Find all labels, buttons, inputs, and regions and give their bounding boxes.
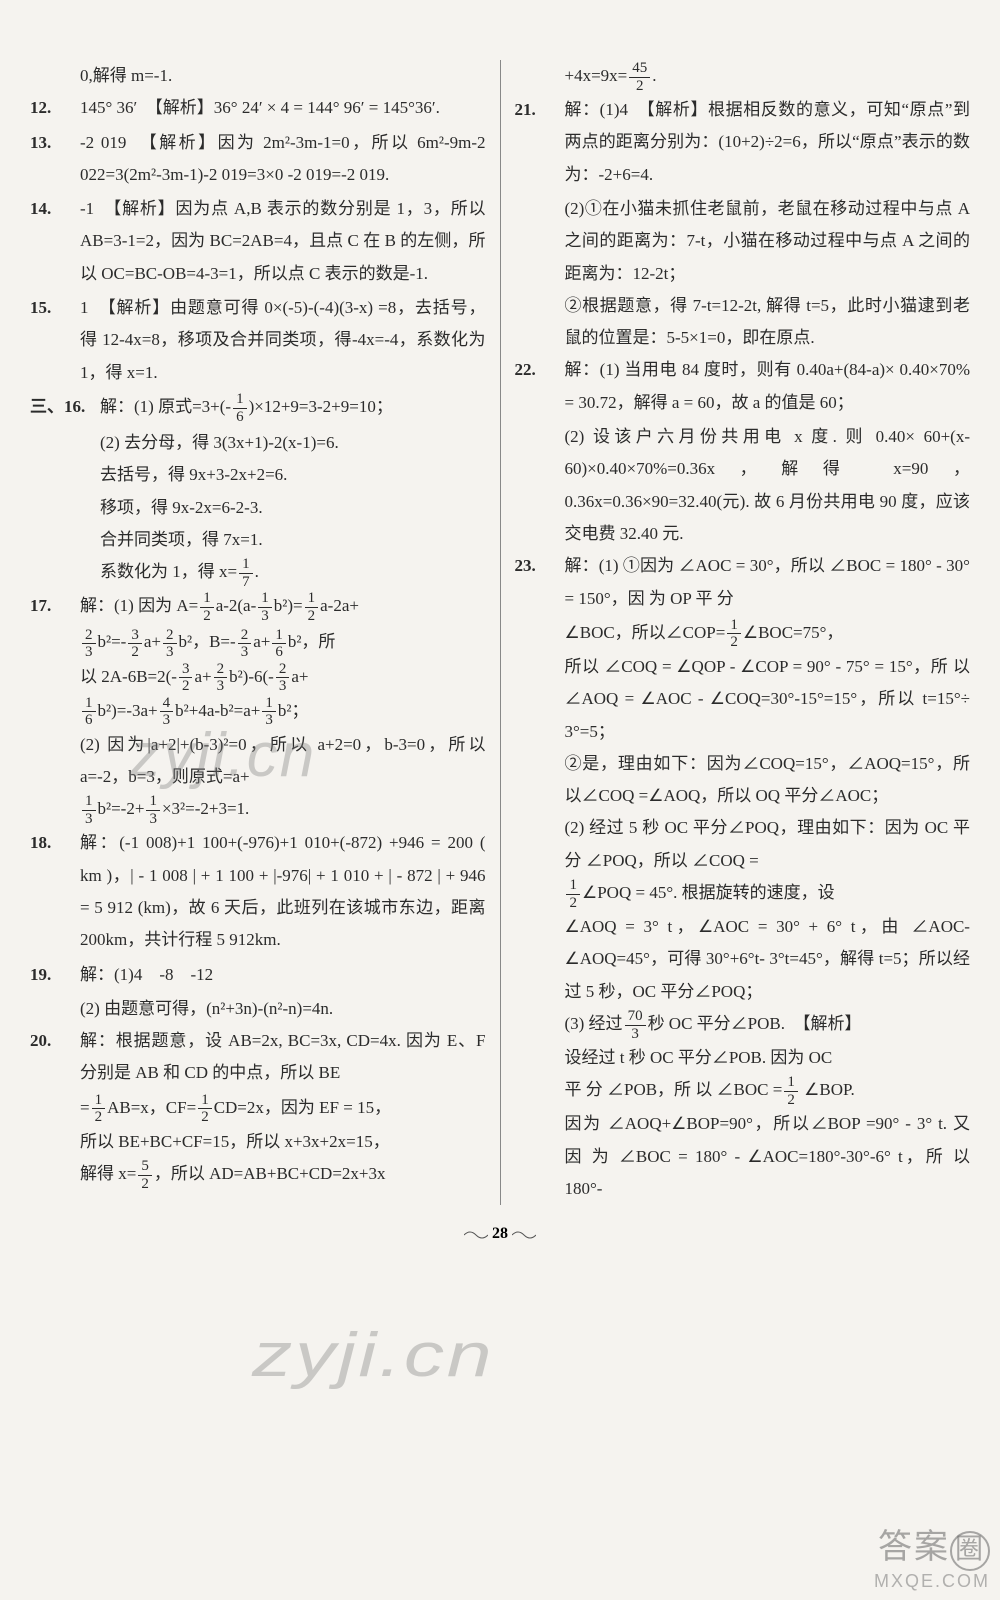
- sub-line: 因为 ∠AOQ+∠BOP=90°，所以∠BOP =90° - 3° t. 又 因…: [514, 1108, 970, 1205]
- item-text: 解：(1)4 【解析】根据相反数的意义，可知“原点”到两点的距离分别为：(10+…: [564, 94, 970, 191]
- item-21: 21. 解：(1)4 【解析】根据相反数的意义，可知“原点”到两点的距离分别为：…: [514, 94, 970, 191]
- text: 系数化为 1，得 x=: [100, 562, 237, 581]
- sub-line: 13b²=-2+13×3²=-2+3=1.: [30, 793, 486, 827]
- item-number: 22.: [514, 354, 564, 419]
- sub-line: =12AB=x，CF=12CD=2x，因为 EF = 15，: [30, 1092, 486, 1126]
- sub-line: (2) 由题意可得，(n²+3n)-(n²-n)=4n.: [30, 993, 486, 1025]
- sub-line: ∠BOC，所以∠COP=12∠BOC=75°，: [514, 617, 970, 651]
- text: )×12+9=3-2+9=10；: [249, 397, 393, 416]
- sub-line: 去括号，得 9x+3-2x+2=6.: [30, 459, 486, 491]
- item-number: 21.: [514, 94, 564, 191]
- item-text: 解：(1) 因为 A=12a-2(a-13b²)=12a-2a+: [80, 590, 486, 624]
- item-23: 23. 解：(1) ①因为 ∠AOC = 30°，所以 ∠BOC = 180° …: [514, 550, 970, 615]
- item-text: 145° 36′ 【解析】36° 24′ × 4 = 144° 96′ = 14…: [80, 92, 486, 124]
- item-15: 15. 1 【解析】由题意可得 0×(-5)-(-4)(3-x) =8，去括号，…: [30, 292, 486, 389]
- right-column: +4x=9x=452. 21. 解：(1)4 【解析】根据相反数的意义，可知“原…: [504, 60, 980, 1205]
- item-20: 20. 解：根据题意，设 AB=2x, BC=3x, CD=4x. 因为 E、F…: [30, 1025, 486, 1090]
- sub-line: 平 分 ∠POB，所 以 ∠BOC =12 ∠BOP.: [514, 1074, 970, 1108]
- watermark: zyji.cn: [252, 1320, 494, 1391]
- sub-line: 系数化为 1，得 x=17.: [30, 556, 486, 590]
- sub-line: 16b²)=-3a+43b²+4a-b²=a+13b²；: [30, 695, 486, 729]
- item-number: 17.: [30, 590, 80, 624]
- sub-line: 12∠POQ = 45°. 根据旋转的速度，设: [514, 877, 970, 911]
- item-18: 18. 解：(-1 008)+1 100+(-976)+1 010+(-872)…: [30, 827, 486, 956]
- item-number: 15.: [30, 292, 80, 389]
- item-number: 23.: [514, 550, 564, 615]
- left-column: 0,解得 m=-1. 12. 145° 36′ 【解析】36° 24′ × 4 …: [20, 60, 496, 1205]
- column-divider: [500, 60, 501, 1205]
- item-19: 19. 解：(1)4 -8 -12: [30, 959, 486, 991]
- item-number: 12.: [30, 92, 80, 124]
- item-13: 13. -2 019 【解析】因为 2m²-3m-1=0，所以 6m²-9m-2…: [30, 127, 486, 192]
- item-text: 解：(1) ①因为 ∠AOC = 30°，所以 ∠BOC = 180° - 30…: [564, 550, 970, 615]
- item-text: -1 【解析】因为点 A,B 表示的数分别是 1，3，所以 AB=3-1=2，因…: [80, 193, 486, 290]
- sub-line: ∠AOQ = 3° t，∠AOC = 30° + 6° t，由 ∠AOC-∠AO…: [514, 911, 970, 1008]
- sub-line: 23b²=-32a+23b²，B=-23a+16b²，所: [30, 626, 486, 660]
- sub-line: ②根据题意，得 7-t=12-2t, 解得 t=5，此时小猫逮到老鼠的位置是：5…: [514, 290, 970, 355]
- line-continuation: +4x=9x=452.: [514, 60, 970, 94]
- item-number: 13.: [30, 127, 80, 192]
- item-number: 19.: [30, 959, 80, 991]
- ornament-right-icon: [512, 1229, 536, 1241]
- page: 0,解得 m=-1. 12. 145° 36′ 【解析】36° 24′ × 4 …: [0, 0, 1000, 1600]
- item-text: 1 【解析】由题意可得 0×(-5)-(-4)(3-x) =8，去括号，得 12…: [80, 292, 486, 389]
- corner-brand: 答案圈 MXQE.COM: [874, 1519, 990, 1592]
- brand-en: MXQE.COM: [874, 1571, 990, 1592]
- sub-line: ②是，理由如下：因为∠COQ=15°，∠AOQ=15°，所以∠COQ =∠AOQ…: [514, 748, 970, 813]
- item-number: 18.: [30, 827, 80, 956]
- fraction: 16: [233, 391, 247, 425]
- text: .: [255, 562, 259, 581]
- brand-cn: 答案圈: [874, 1519, 990, 1571]
- sub-line: 移项，得 9x-2x=6-2-3.: [30, 492, 486, 524]
- item-text: 解：(-1 008)+1 100+(-976)+1 010+(-872) +94…: [80, 827, 486, 956]
- sub-line: 合并同类项，得 7x=1.: [30, 524, 486, 556]
- sub-line: 所以 BE+BC+CF=15，所以 x+3x+2x=15，: [30, 1126, 486, 1158]
- fraction: 17: [239, 556, 253, 590]
- sub-line: 所以 ∠COQ = ∠QOP - ∠COP = 90° - 75° = 15°，…: [514, 651, 970, 748]
- item-text: 解：(1)4 -8 -12: [80, 959, 486, 991]
- page-number-value: 28: [492, 1225, 508, 1242]
- item-number: 14.: [30, 193, 80, 290]
- ornament-left-icon: [464, 1229, 488, 1241]
- sub-line: 解得 x=52，所以 AD=AB+BC+CD=2x+3x: [30, 1158, 486, 1192]
- item-text: 解：(1) 原式=3+(-16)×12+9=3-2+9=10；: [100, 391, 486, 425]
- item-22: 22. 解：(1) 当用电 84 度时，则有 0.40a+(84-a)× 0.4…: [514, 354, 970, 419]
- sub-line: 设经过 t 秒 OC 平分∠POB. 因为 OC: [514, 1042, 970, 1074]
- item-14: 14. -1 【解析】因为点 A,B 表示的数分别是 1，3，所以 AB=3-1…: [30, 193, 486, 290]
- item-17: 17. 解：(1) 因为 A=12a-2(a-13b²)=12a-2a+: [30, 590, 486, 624]
- sub-line: (2)①在小猫未抓住老鼠前，老鼠在移动过程中与点 A 之间的距离为：7-t，小猫…: [514, 193, 970, 290]
- sub-line: (2) 经过 5 秒 OC 平分∠POQ，理由如下：因为 OC 平分 ∠POQ，…: [514, 812, 970, 877]
- item-text: 解：(1) 当用电 84 度时，则有 0.40a+(84-a)× 0.40×70…: [564, 354, 970, 419]
- item-text: -2 019 【解析】因为 2m²-3m-1=0，所以 6m²-9m-2 022…: [80, 127, 486, 192]
- item-12: 12. 145° 36′ 【解析】36° 24′ × 4 = 144° 96′ …: [30, 92, 486, 124]
- text: 解：(1) 原式=3+(-: [100, 397, 231, 416]
- sub-line: 以 2A-6B=2(-32a+23b²)-6(-23a+: [30, 661, 486, 695]
- item-number: 20.: [30, 1025, 80, 1090]
- item-number: 三、16.: [30, 391, 100, 425]
- sub-line: (2) 设该户六月份共用电 x 度. 则 0.40× 60+(x-60)×0.4…: [514, 421, 970, 550]
- sub-line: (2) 去分母，得 3(3x+1)-2(x-1)=6.: [30, 427, 486, 459]
- sub-line: (3) 经过703秒 OC 平分∠POB. 【解析】: [514, 1008, 970, 1042]
- item-text: 解：根据题意，设 AB=2x, BC=3x, CD=4x. 因为 E、F 分别是…: [80, 1025, 486, 1090]
- sub-line: (2) 因为|a+2|+(b-3)²=0，所以 a+2=0，b-3=0，所以 a…: [30, 729, 486, 794]
- item-16: 三、16. 解：(1) 原式=3+(-16)×12+9=3-2+9=10；: [30, 391, 486, 425]
- line-continuation: 0,解得 m=-1.: [30, 60, 486, 92]
- two-column-layout: 0,解得 m=-1. 12. 145° 36′ 【解析】36° 24′ × 4 …: [20, 60, 980, 1205]
- page-number: 28: [20, 1225, 980, 1243]
